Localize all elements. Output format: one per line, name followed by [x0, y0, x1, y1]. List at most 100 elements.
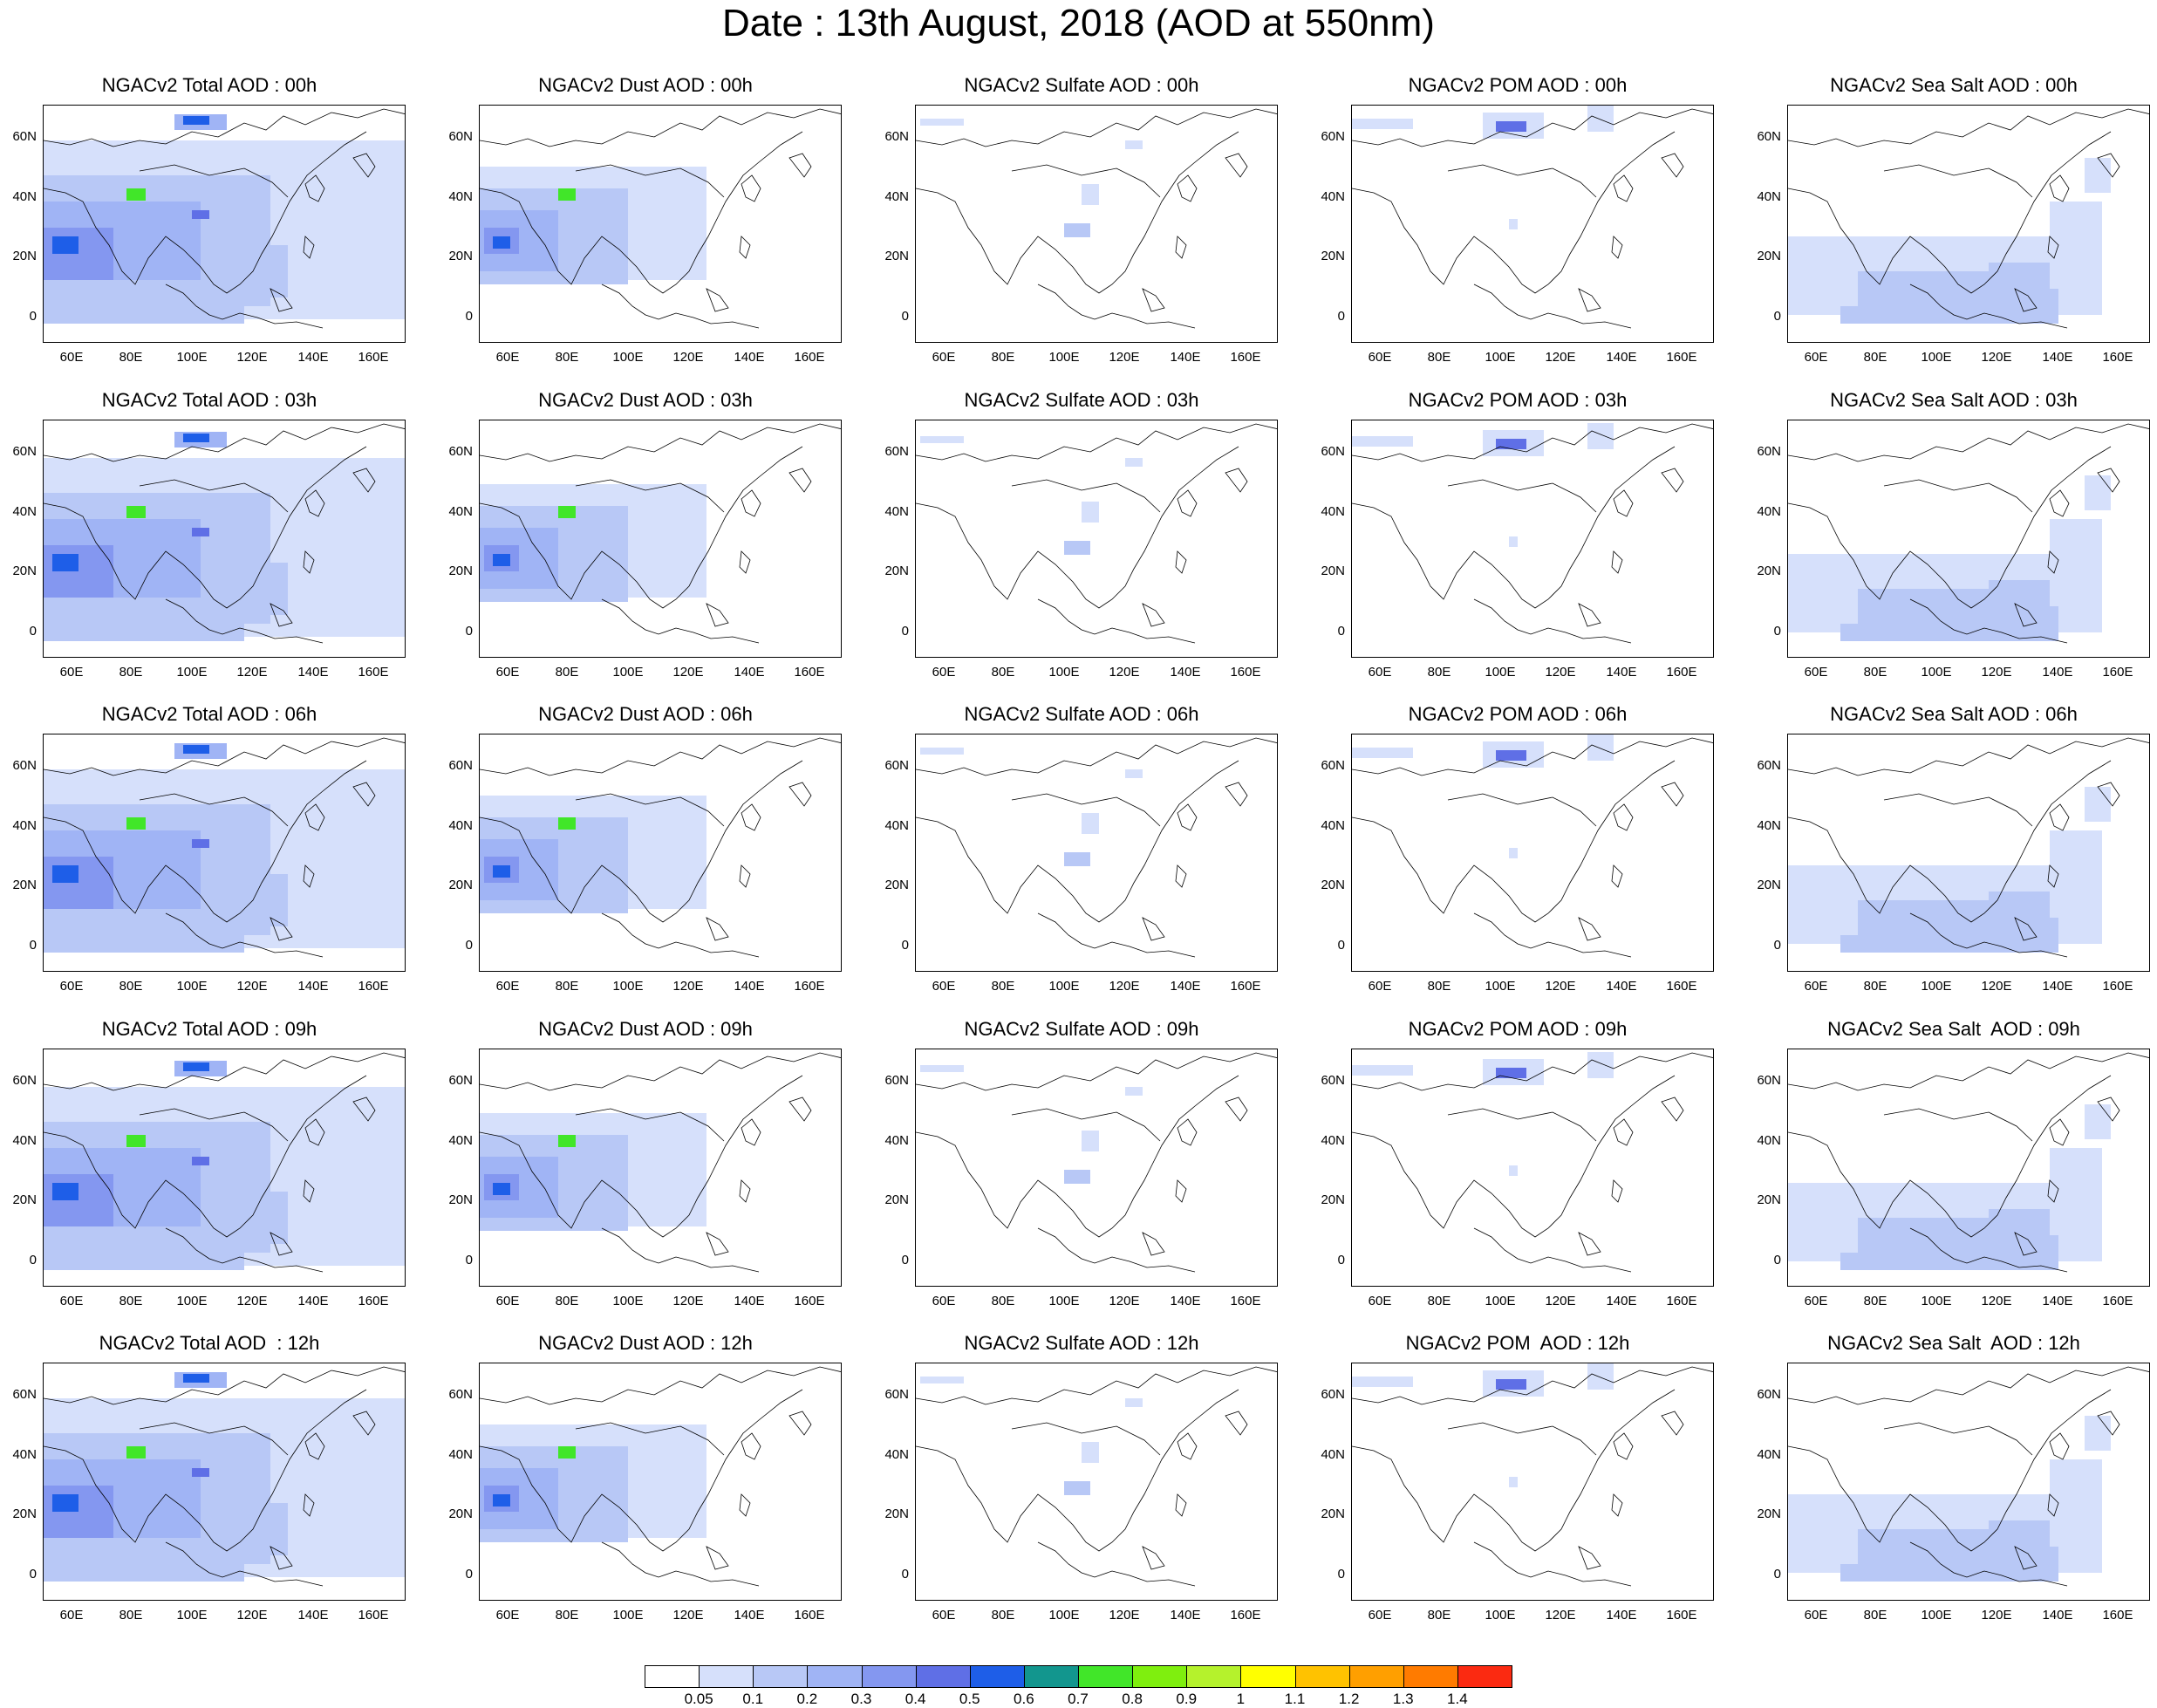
lon-tick-label: 160E — [358, 350, 389, 365]
aod-shading — [1989, 1209, 2058, 1253]
lon-tick-label: 100E — [1485, 1608, 1516, 1623]
lon-tick-label: 60E — [495, 1294, 520, 1308]
lon-tick-label: 60E — [59, 979, 84, 994]
map-panel: NGACv2 Sulfate AOD : 12h 60N 40N 20N 0 60E 80E… — [872, 1332, 1291, 1646]
aod-map — [915, 420, 1278, 658]
coastline — [480, 1052, 841, 1273]
aod-shading — [44, 598, 244, 641]
aod-shading — [1352, 436, 1413, 447]
lat-tick-label: 60N — [1757, 444, 1781, 459]
lat-tick-label: 20N — [12, 1192, 37, 1207]
lat-tick-label: 40N — [1757, 818, 1781, 833]
lon-tick-label: 140E — [297, 979, 329, 994]
lon-tick-label: 140E — [1606, 350, 1637, 365]
lon-tick-label: 140E — [1606, 979, 1637, 994]
colorbar-swatch — [1403, 1665, 1458, 1688]
panel-title: NGACv2 Sea Salt AOD : 03h — [1830, 389, 2078, 411]
lat-tick-label: 0 — [465, 309, 473, 324]
colorbar-swatch — [1132, 1665, 1188, 1688]
aod-shading — [183, 434, 209, 442]
aod-field — [1788, 108, 2149, 329]
lon-tick-label: 120E — [236, 1294, 268, 1308]
lon-tick-label: 100E — [612, 665, 644, 680]
panel-title: NGACv2 Sea Salt AOD : 00h — [1830, 74, 2078, 96]
lon-tick-label: 140E — [297, 1608, 329, 1623]
lat-tick-label: 0 — [901, 624, 909, 639]
aod-shading — [1125, 1087, 1143, 1096]
map-panel: NGACv2 Total AOD : 09h 60N 40N 20N 0 60E 80E 10… — [0, 1018, 419, 1332]
lat-tick-label: 40N — [1757, 504, 1781, 519]
lon-tick-label: 160E — [794, 350, 825, 365]
map-panel: NGACv2 Sulfate AOD : 09h 60N 40N 20N 0 60E 80E… — [872, 1018, 1291, 1332]
lat-tick-label: 0 — [1773, 938, 1781, 953]
lon-tick-label: 100E — [612, 1608, 644, 1623]
lat-tick-label: 60N — [448, 1073, 473, 1088]
aod-shading — [183, 1374, 209, 1383]
colorbar-swatch — [969, 1665, 1025, 1688]
lon-tick-label: 120E — [236, 350, 268, 365]
lat-tick-label: 60N — [1757, 129, 1781, 144]
aod-field — [916, 1366, 1277, 1587]
aod-shading — [1352, 119, 1413, 129]
panel-title: NGACv2 Sulfate AOD : 09h — [964, 1018, 1199, 1040]
lon-tick-label: 100E — [1048, 979, 1080, 994]
aod-field — [1352, 423, 1713, 644]
lon-tick-label: 60E — [1368, 979, 1392, 994]
colorbar-label: 1.4 — [1447, 1691, 1468, 1707]
colorbar-label: 0.7 — [1068, 1691, 1089, 1707]
aod-shading — [52, 865, 78, 883]
lon-tick-label: 100E — [612, 350, 644, 365]
colorbar-swatch — [861, 1665, 917, 1688]
lon-tick-label: 60E — [932, 979, 956, 994]
aod-shading — [1989, 263, 2058, 306]
lon-tick-label: 100E — [1048, 1608, 1080, 1623]
lon-tick-label: 160E — [794, 1608, 825, 1623]
map-panel: NGACv2 POM AOD : 03h 60N 40N 20N 0 60E 80E 100E… — [1308, 389, 1727, 703]
aod-shading — [1496, 1379, 1526, 1390]
coastline — [1788, 1366, 2149, 1587]
colorbar-swatch — [645, 1665, 700, 1688]
aod-map — [915, 1363, 1278, 1601]
aod-field — [1788, 1052, 2149, 1273]
colorbar-label: 0.6 — [1014, 1691, 1034, 1707]
aod-field — [1352, 734, 1713, 958]
lon-tick-label: 160E — [1230, 979, 1261, 994]
lon-tick-label: 60E — [1804, 979, 1828, 994]
lat-tick-label: 20N — [1757, 1506, 1781, 1521]
lat-tick-label: 0 — [1337, 938, 1345, 953]
lat-tick-label: 40N — [884, 504, 909, 519]
panel-title: NGACv2 Total AOD : 00h — [101, 74, 317, 96]
lon-tick-label: 60E — [495, 1608, 520, 1623]
lat-tick-label: 20N — [884, 249, 909, 263]
aod-shading — [558, 1446, 576, 1459]
aod-shading — [1840, 935, 2058, 953]
coastline — [44, 1052, 405, 1273]
aod-shading — [1064, 223, 1090, 237]
coastline — [1788, 423, 2149, 644]
lon-tick-label: 60E — [932, 350, 956, 365]
lon-tick-label: 140E — [734, 1608, 765, 1623]
aod-shading — [1840, 1564, 2058, 1582]
panel-title: NGACv2 Total AOD : 09h — [101, 1018, 317, 1040]
lon-tick-label: 80E — [1427, 665, 1451, 680]
lon-tick-label: 160E — [1666, 350, 1697, 365]
lon-tick-label: 160E — [1666, 979, 1697, 994]
lon-tick-label: 80E — [1863, 979, 1887, 994]
aod-shading — [2050, 830, 2102, 918]
aod-shading — [1509, 1477, 1518, 1487]
aod-shading — [2050, 202, 2102, 289]
lat-tick-label: 0 — [1773, 1253, 1781, 1267]
lat-tick-label: 20N — [1321, 1506, 1345, 1521]
lon-tick-label: 80E — [555, 1294, 579, 1308]
panel-title: NGACv2 POM AOD : 12h — [1405, 1332, 1630, 1354]
colorbar — [645, 1665, 1512, 1688]
lon-tick-label: 160E — [1230, 665, 1261, 680]
map-panel: NGACv2 Sea Salt AOD : 06h 60N 40N 20N 0 60E 80… — [1744, 703, 2157, 1017]
colorbar-label: 0.05 — [684, 1691, 713, 1707]
aod-shading — [637, 1494, 672, 1520]
lat-tick-label: 60N — [884, 1073, 909, 1088]
lon-tick-label: 80E — [119, 1294, 143, 1308]
aod-shading — [126, 1135, 146, 1147]
aod-map — [1351, 1363, 1714, 1601]
lat-tick-label: 0 — [1337, 309, 1345, 324]
